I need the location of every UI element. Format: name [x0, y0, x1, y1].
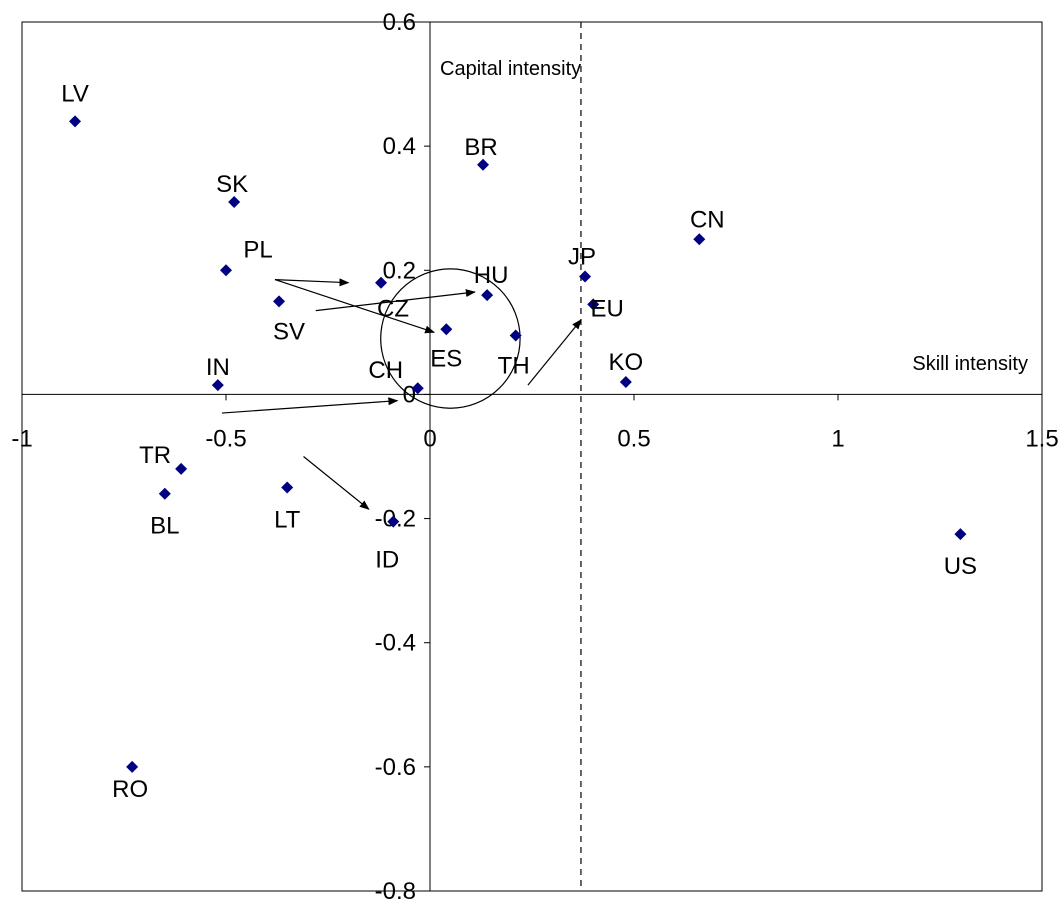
point-label: CN: [690, 206, 725, 233]
y-tick-label: -0.4: [375, 630, 416, 657]
data-point: [954, 528, 967, 541]
x-tick-label: 1.5: [1025, 425, 1058, 452]
point-label: HU: [474, 262, 509, 289]
point-label: CH: [368, 357, 403, 384]
x-tick-label: 0: [423, 425, 436, 452]
data-point: [69, 115, 82, 128]
data-point: [281, 481, 294, 494]
data-point: [693, 233, 706, 246]
x-tick-label: -1: [11, 425, 32, 452]
point-label: ES: [430, 345, 462, 372]
data-point: [126, 760, 139, 773]
point-label: LV: [61, 80, 89, 107]
data-point: [158, 487, 171, 500]
point-label: EU: [591, 295, 624, 322]
y-tick-label: 0.2: [383, 257, 416, 284]
data-point: [375, 276, 388, 289]
y-tick-label: 0.4: [383, 133, 416, 160]
data-point: [228, 196, 241, 209]
x-axis-title: Skill intensity: [912, 353, 1028, 375]
y-tick-label: -0.6: [375, 754, 416, 781]
data-point: [211, 379, 224, 392]
point-label: ID: [375, 547, 399, 574]
point-label: SK: [216, 171, 248, 198]
data-point: [477, 158, 490, 171]
y-tick-label: 0.6: [383, 9, 416, 36]
arrow: [274, 278, 350, 287]
data-point: [587, 298, 600, 311]
arrow: [303, 456, 370, 510]
point-label: US: [944, 553, 977, 580]
data-point: [273, 295, 286, 308]
point-label: TR: [139, 442, 171, 469]
point-label: RO: [112, 776, 148, 803]
data-point: [387, 515, 400, 528]
arrow: [315, 289, 476, 312]
point-label: KO: [608, 349, 643, 376]
y-tick-label: -0.8: [375, 878, 416, 905]
point-label: SV: [273, 318, 305, 345]
point-label: JP: [568, 243, 596, 270]
data-point: [619, 376, 632, 389]
data-point: [440, 323, 453, 336]
point-label: BR: [464, 134, 497, 161]
highlight-circle: [380, 268, 521, 409]
plot-area: [21, 21, 1043, 892]
data-point: [175, 462, 188, 475]
data-point: [220, 264, 232, 277]
point-label: TH: [498, 352, 530, 379]
arrow: [221, 397, 399, 414]
point-label: LT: [274, 507, 301, 534]
x-tick-label: 0.5: [617, 425, 650, 452]
data-point: [509, 329, 522, 342]
arrow: [527, 319, 582, 386]
x-tick-label: -0.5: [205, 425, 246, 452]
point-label: BL: [150, 513, 179, 540]
x-tick-label: 1: [831, 425, 844, 452]
y-tick-label: 0: [403, 381, 416, 408]
y-axis-title: Capital intensity: [440, 58, 581, 80]
data-point: [481, 289, 494, 302]
data-point: [579, 270, 592, 283]
point-label: PL: [243, 236, 272, 263]
point-label: CZ: [377, 296, 409, 323]
data-point: [411, 382, 424, 395]
point-label: IN: [206, 354, 230, 381]
